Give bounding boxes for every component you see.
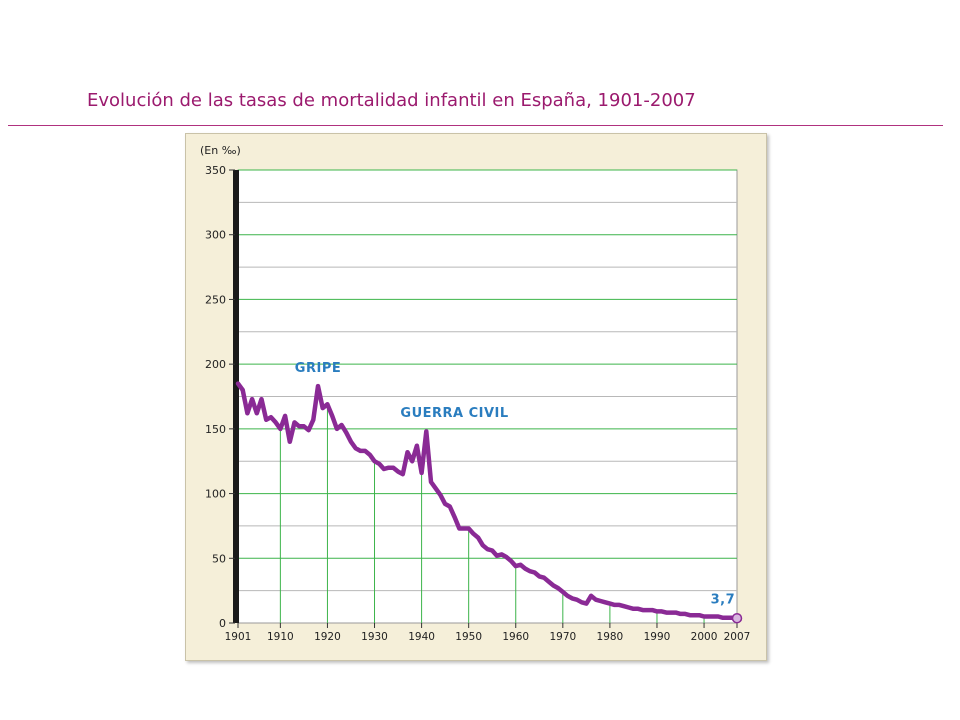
chart-annotation: 3,7: [711, 593, 736, 608]
slide-title: Evolución de las tasas de mortalidad inf…: [87, 90, 696, 111]
title-divider: [8, 125, 943, 126]
x-tick-label: 1930: [361, 631, 388, 643]
chart-annotation: GRIPE: [295, 361, 341, 376]
x-tick-label: 1910: [267, 631, 294, 643]
x-tick-label: 1960: [502, 631, 529, 643]
y-axis-unit-label: (En ‰): [200, 144, 241, 157]
series-end-point: [731, 612, 743, 624]
x-tick-label: 1920: [314, 631, 341, 643]
series-group: [235, 381, 743, 624]
x-tick-label: 2000: [691, 631, 718, 643]
x-axis-ticks: 1901 1910 1920 1930 1940 1950 1960 1970 1980 1990…: [225, 623, 751, 643]
x-tick-label: 1980: [597, 631, 624, 643]
x-tick-label: 1990: [644, 631, 671, 643]
x-tick-label: 1970: [549, 631, 576, 643]
y-tick-label: 300: [205, 229, 226, 242]
x-tick-label: 1901: [225, 631, 252, 643]
y-tick-label: 0: [219, 617, 226, 630]
x-tick-label: 1940: [408, 631, 435, 643]
y-axis-ticks: 0 50 100 150 200 250 300 350: [205, 164, 235, 630]
x-tick-label: 1950: [455, 631, 482, 643]
y-tick-label: 350: [205, 164, 226, 177]
major-gridlines: [238, 169, 737, 623]
x-tick-label: 2007: [724, 631, 751, 643]
annotations: GRIPE GUERRA CIVIL 3,7: [295, 361, 735, 608]
y-tick-label: 200: [205, 358, 226, 371]
y-tick-label: 150: [205, 423, 226, 436]
series-line: [235, 381, 740, 621]
chart-panel: 0 50 100 150 200 250 300 350 1901 1910 1920 1930 19…: [185, 133, 767, 661]
chart-annotation: GUERRA CIVIL: [400, 406, 508, 421]
y-tick-label: 250: [205, 293, 226, 306]
y-tick-label: 50: [212, 552, 226, 565]
y-axis-bar: [233, 170, 239, 623]
minor-gridlines: [238, 201, 737, 592]
y-tick-label: 100: [205, 488, 226, 501]
